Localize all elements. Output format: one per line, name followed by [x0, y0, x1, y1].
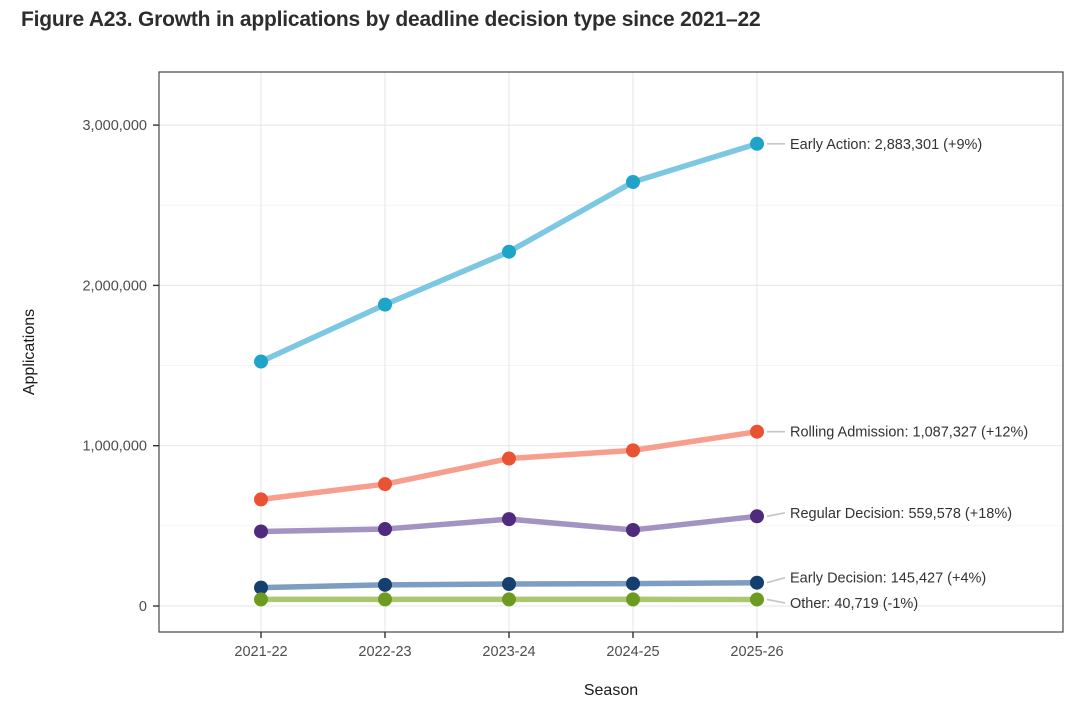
- x-tick-label: 2025-26: [730, 644, 783, 660]
- data-point-rolling-admission: [750, 424, 764, 439]
- x-tick-label: 2023-24: [482, 644, 535, 660]
- data-point-rolling-admission: [502, 451, 516, 466]
- data-point-regular-decision: [626, 522, 640, 537]
- series-annotation: Early Decision: 145,427 (+4%): [790, 571, 986, 587]
- data-point-early-action: [254, 354, 268, 369]
- x-axis-title: Season: [584, 682, 638, 699]
- data-point-other: [378, 592, 392, 607]
- annotation-leader: [766, 512, 786, 518]
- series-annotation: Early Action: 2,883,301 (+9%): [790, 137, 982, 153]
- data-point-early-action: [750, 136, 764, 151]
- data-point-rolling-admission: [626, 443, 640, 458]
- data-point-early-decision: [378, 577, 392, 592]
- data-point-other: [750, 592, 764, 607]
- plot-panel: [159, 72, 1063, 632]
- data-point-other: [502, 592, 516, 607]
- panel-border: [158, 71, 1064, 633]
- data-point-regular-decision: [502, 512, 516, 527]
- series-annotation: Other: 40,719 (-1%): [790, 596, 918, 612]
- annotation-leader: [766, 576, 786, 584]
- y-tick-label: 1,000,000: [82, 439, 147, 455]
- data-point-early-action: [378, 297, 392, 312]
- data-point-early-action: [626, 174, 640, 189]
- data-point-early-decision: [626, 576, 640, 591]
- x-tick-label: 2022-23: [358, 644, 411, 660]
- data-point-regular-decision: [254, 524, 268, 539]
- data-point-regular-decision: [750, 509, 764, 524]
- series-annotation: Rolling Admission: 1,087,327 (+12%): [790, 425, 1028, 441]
- y-axis-title: Applications: [21, 309, 38, 395]
- y-tick-label: 3,000,000: [82, 118, 147, 134]
- y-tick-label: 2,000,000: [82, 278, 147, 294]
- data-point-early-decision: [502, 577, 516, 592]
- data-point-rolling-admission: [378, 477, 392, 492]
- data-point-rolling-admission: [254, 492, 268, 507]
- data-point-regular-decision: [378, 522, 392, 537]
- data-point-other: [254, 592, 268, 607]
- x-tick-label: 2024-25: [606, 644, 659, 660]
- data-point-other: [626, 592, 640, 607]
- figure-title: Figure A23. Growth in applications by de…: [21, 8, 761, 31]
- data-point-early-decision: [254, 580, 268, 595]
- y-tick-label: 0: [139, 599, 147, 615]
- x-tick-label: 2021-22: [234, 644, 287, 660]
- annotation-leader: [766, 598, 786, 604]
- data-point-early-action: [502, 244, 516, 259]
- series-annotation: Regular Decision: 559,578 (+18%): [790, 506, 1012, 522]
- data-point-early-decision: [750, 575, 764, 590]
